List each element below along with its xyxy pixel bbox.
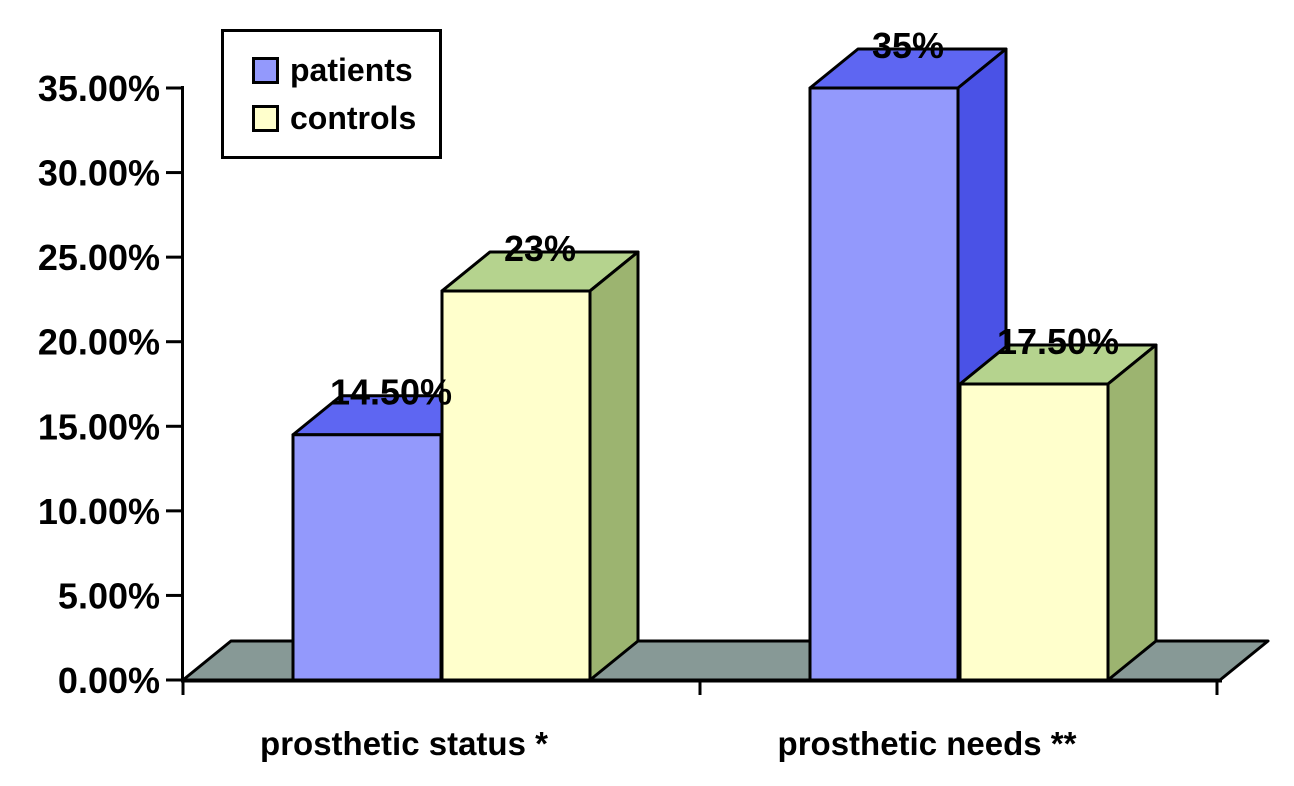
data-label-controls-2: 17.50% <box>997 321 1119 362</box>
y-tick-label: 10.00% <box>38 491 160 532</box>
bar-controls-2-front <box>958 382 1110 682</box>
bar-patients-1-front <box>291 433 443 682</box>
category-label: prosthetic status * <box>260 725 548 762</box>
bar-controls-1-side <box>588 250 640 682</box>
data-label-controls-1: 23% <box>504 228 576 269</box>
data-label-patients-1: 14.50% <box>330 372 452 413</box>
data-label-patients-2: 35% <box>872 25 944 66</box>
y-tick-label: 5.00% <box>58 575 160 616</box>
y-tick-label: 0.00% <box>58 660 160 701</box>
patients-swatch-icon <box>252 56 279 84</box>
controls-swatch-icon <box>252 104 279 132</box>
legend-item-controls: controls <box>252 102 439 134</box>
bar-controls-2-side <box>1106 343 1158 682</box>
legend: patients controls <box>221 29 442 159</box>
y-tick-label: 30.00% <box>38 153 160 194</box>
y-tick-label: 20.00% <box>38 322 160 363</box>
bar-patients-2-front <box>808 86 960 682</box>
legend-item-patients: patients <box>252 54 439 86</box>
bar-controls-1-front <box>440 289 592 682</box>
category-label: prosthetic needs ** <box>778 725 1077 762</box>
legend-label-controls: controls <box>290 100 417 136</box>
y-tick-label: 15.00% <box>38 406 160 447</box>
y-tick-label: 25.00% <box>38 237 160 278</box>
y-tick-label: 35.00% <box>38 68 160 109</box>
legend-label-patients: patients <box>290 52 413 88</box>
